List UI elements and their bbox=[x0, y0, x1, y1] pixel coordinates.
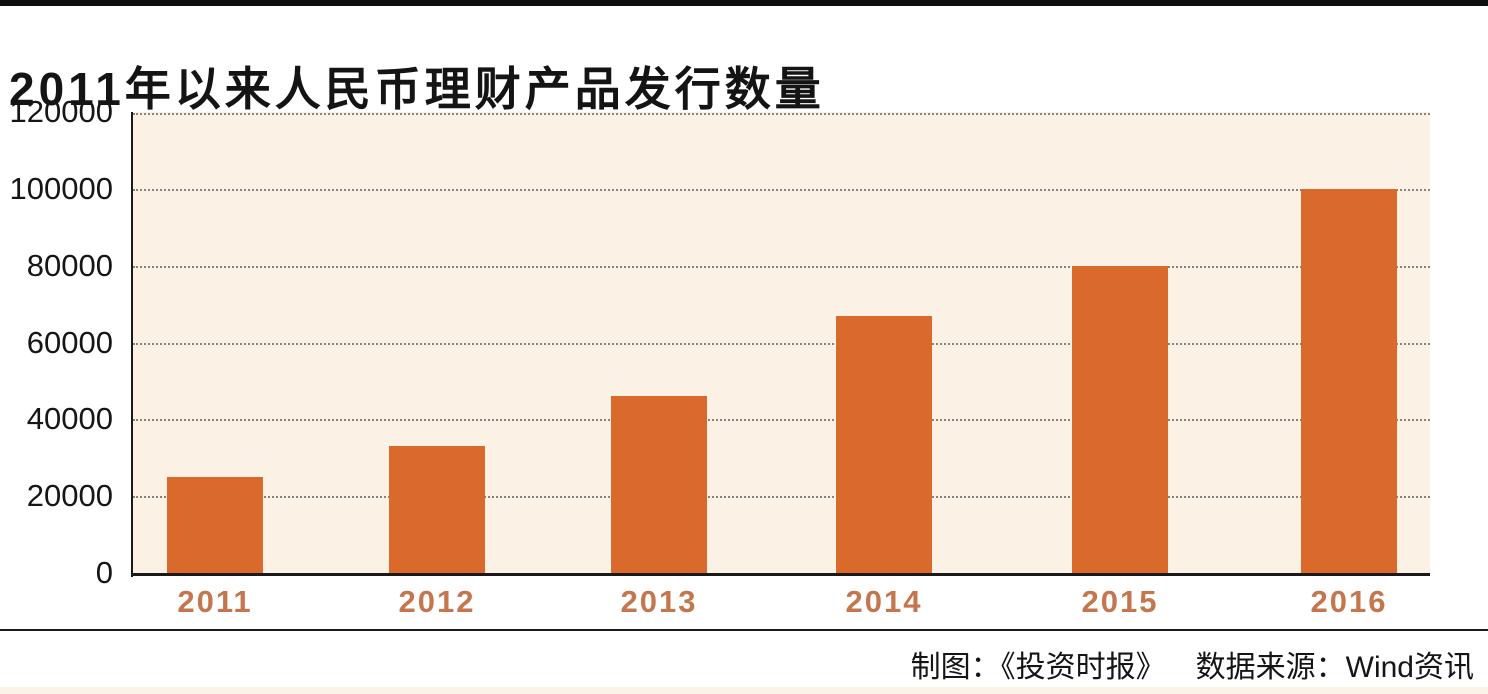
bar-2015 bbox=[1072, 266, 1168, 573]
gridline bbox=[133, 419, 1430, 421]
x-tick-label: 2016 bbox=[1310, 584, 1388, 619]
plot-area bbox=[133, 112, 1430, 573]
y-axis-labels: 0 20000 40000 60000 80000 100000 120000 bbox=[0, 95, 113, 590]
bar-2016 bbox=[1301, 189, 1397, 573]
bottom-accent-strip bbox=[0, 687, 1488, 694]
gridline bbox=[133, 189, 1430, 191]
y-tick-label: 100000 bbox=[9, 171, 113, 206]
gridline bbox=[133, 496, 1430, 498]
top-accent-bar bbox=[0, 0, 1488, 6]
bar-2011 bbox=[167, 477, 263, 573]
y-axis-line bbox=[131, 112, 133, 577]
bar-2012 bbox=[389, 446, 485, 573]
gridline bbox=[133, 266, 1430, 268]
y-tick-label: 0 bbox=[95, 555, 113, 590]
x-tick-label: 2013 bbox=[620, 584, 698, 619]
credits: 制图：《投资时报》 数据来源：Wind资讯 bbox=[911, 642, 1474, 686]
gridline bbox=[133, 343, 1430, 345]
page-title: 2011年以来人民币理财产品发行数量 bbox=[9, 62, 825, 115]
x-axis-labels: 2011 2012 2013 2014 2015 2016 bbox=[133, 584, 1430, 624]
y-tick-label: 120000 bbox=[9, 94, 113, 129]
credits-source: 数据来源：Wind资讯 bbox=[1195, 651, 1474, 684]
gridline bbox=[133, 113, 1430, 115]
credits-maker: 制图：《投资时报》 bbox=[910, 651, 1166, 684]
x-tick-label: 2015 bbox=[1081, 584, 1159, 619]
bar-2014 bbox=[836, 316, 932, 573]
x-tick-label: 2012 bbox=[398, 584, 476, 619]
x-tick-label: 2014 bbox=[845, 584, 923, 619]
x-tick-label: 2011 bbox=[177, 584, 253, 619]
y-tick-label: 20000 bbox=[26, 478, 113, 513]
y-tick-label: 40000 bbox=[26, 401, 113, 436]
divider-line bbox=[0, 629, 1488, 631]
y-tick-label: 80000 bbox=[26, 248, 113, 283]
bar-2013 bbox=[611, 396, 707, 573]
y-tick-label: 60000 bbox=[26, 325, 113, 360]
x-axis-line bbox=[131, 573, 1430, 576]
